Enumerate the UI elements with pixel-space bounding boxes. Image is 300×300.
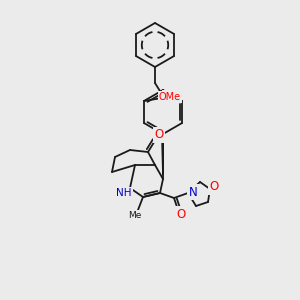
Text: O: O bbox=[209, 181, 219, 194]
Text: Me: Me bbox=[128, 211, 142, 220]
Text: O: O bbox=[176, 208, 186, 220]
Text: O: O bbox=[164, 92, 172, 104]
Text: NH: NH bbox=[116, 188, 132, 198]
Text: OMe: OMe bbox=[159, 92, 181, 102]
Text: O: O bbox=[154, 128, 164, 142]
Text: N: N bbox=[189, 185, 197, 199]
